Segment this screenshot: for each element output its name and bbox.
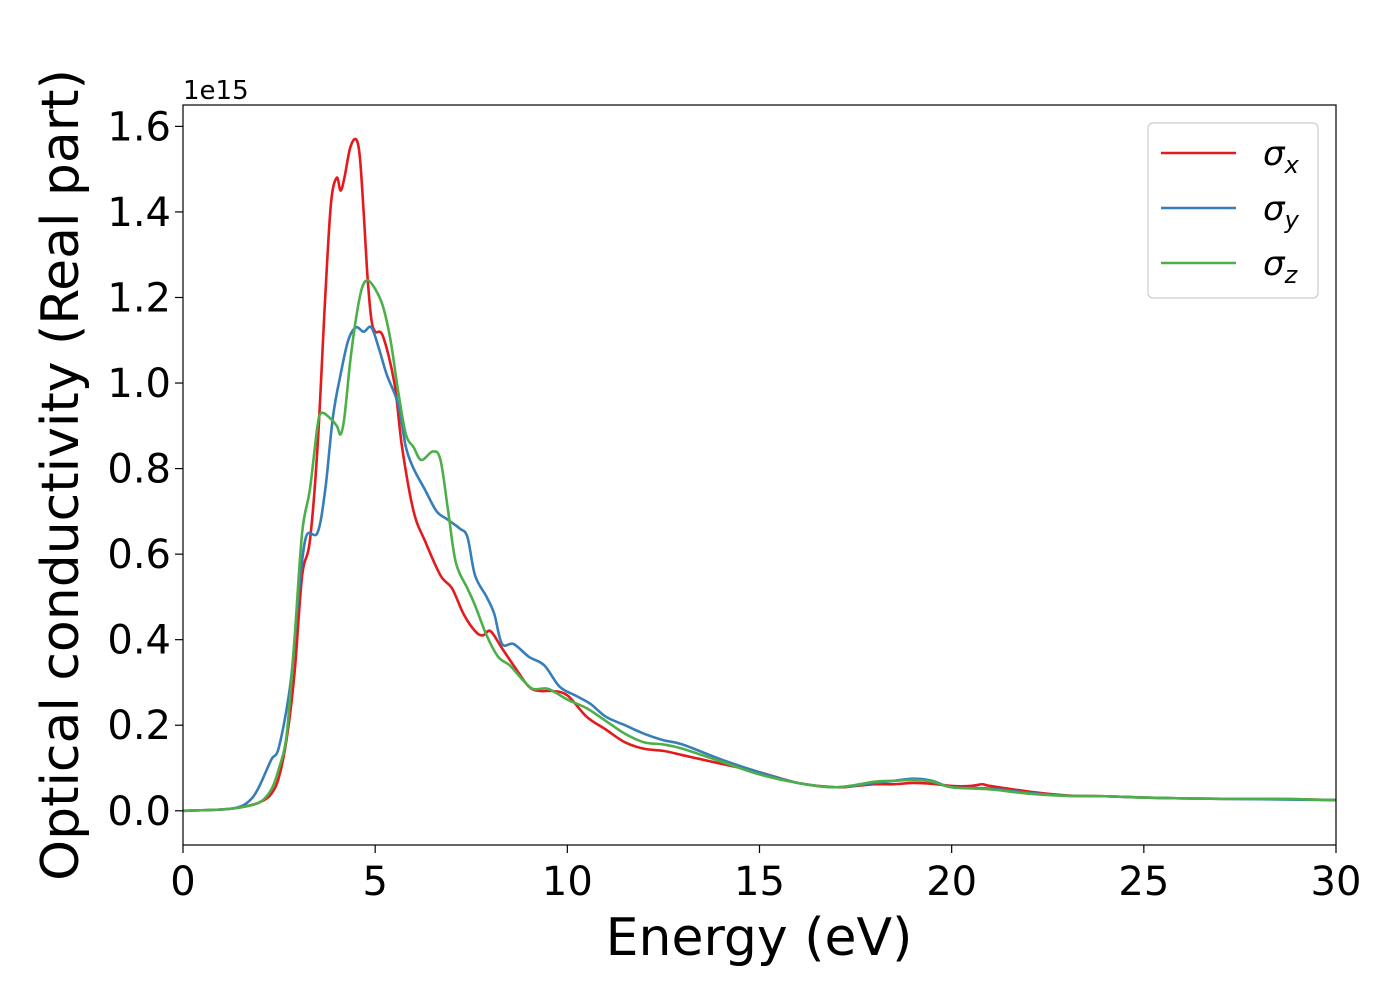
legend-item-x: σx [1161,134,1300,179]
y-tick-label: 0.8 [107,447,171,493]
legend-item-z: σz [1161,244,1299,289]
y-offset-label: 1e15 [183,76,249,106]
legend: σx σy σz [1147,122,1319,299]
legend-label: σx [1263,134,1300,179]
y-tick-label: 0.4 [107,618,171,664]
series-line-x [182,137,1337,813]
y-tick-label: 1.2 [107,275,171,321]
legend-label: σy [1263,189,1300,234]
x-tick-label: 10 [542,859,593,905]
legend-box [1147,122,1319,299]
x-tick-label: 20 [926,859,977,905]
y-tick-label: 0.0 [107,789,171,835]
y-axis-ticks: 0.0 0.2 0.4 0.6 0.8 1.0 1.2 1.4 1.6 [107,104,183,835]
x-axis-ticks: 0 5 10 15 20 25 30 [170,845,1361,905]
legend-item-y: σy [1161,189,1300,234]
x-tick-label: 15 [734,859,785,905]
y-tick-label: 1.0 [107,361,171,407]
x-tick-label: 0 [170,859,195,905]
x-axis-title: Energy (eV) [606,908,913,968]
y-tick-label: 0.6 [107,532,171,578]
y-tick-label: 1.4 [107,190,171,236]
x-tick-label: 5 [362,859,387,905]
series-layer [182,137,1337,813]
legend-label: σz [1263,244,1299,289]
series-line-z [182,279,1337,813]
x-tick-label: 25 [1118,859,1169,905]
y-tick-label: 1.6 [107,104,171,150]
y-tick-label: 0.2 [107,703,171,749]
y-axis-title: Optical conductivity (Real part) [31,69,91,881]
series-line-y [182,325,1337,813]
x-tick-label: 30 [1311,859,1362,905]
